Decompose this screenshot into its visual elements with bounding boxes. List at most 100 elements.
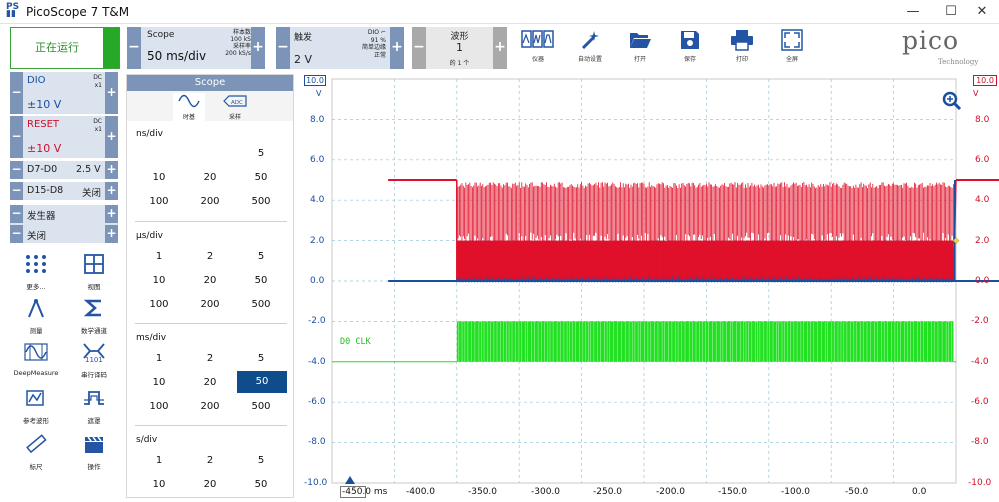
autosetup-button[interactable]: 自动设置 — [570, 29, 610, 63]
timebase-ms-10[interactable]: 10 — [152, 377, 166, 388]
timebase-s-10[interactable]: 10 — [152, 479, 166, 490]
timebase-us-2[interactable]: 2 — [206, 251, 214, 262]
right-axis-scale-box[interactable]: 10.0 — [973, 75, 997, 86]
timebase-ns-100[interactable]: 100 — [149, 196, 169, 207]
deepmeasure-button[interactable]: DeepMeasure — [8, 342, 64, 377]
ms-div-heading: ms/div — [136, 333, 167, 343]
timebase-us-20[interactable]: 20 — [203, 275, 217, 286]
dio-range-increase-button[interactable]: + — [105, 72, 118, 114]
generator-state-increase-button[interactable]: + — [105, 225, 118, 243]
timebase-us-50[interactable]: 50 — [254, 275, 268, 286]
ruler-button[interactable]: 标尺 — [8, 434, 64, 471]
timebase-s-1[interactable]: 1 — [155, 455, 163, 466]
reset-trace-burst — [456, 182, 954, 281]
rising-edge-icon: ⌐ — [380, 29, 386, 36]
math-channels-button[interactable]: 数学通道 — [66, 298, 122, 335]
timebase-ms-20[interactable]: 20 — [203, 377, 217, 388]
mask-icon — [84, 391, 104, 405]
timebase-us-200[interactable]: 200 — [200, 299, 220, 310]
save-button[interactable]: 保存 — [670, 29, 710, 63]
timebase-value[interactable]: 50 ms/div — [147, 49, 207, 63]
run-stop-button[interactable]: 正在运行 — [10, 27, 120, 69]
timebase-ns-200[interactable]: 200 — [200, 196, 220, 207]
reset-range-decrease-button[interactable]: − — [10, 116, 23, 158]
minimize-button[interactable]: — — [906, 4, 920, 19]
waveform-prev-button[interactable]: − — [412, 27, 426, 69]
scope-view[interactable]: 10.0 V 10.0 V 8.0 6.0 4.0 2.0 0.0 -2.0 -… — [296, 74, 999, 498]
maximize-button[interactable]: ☐ — [945, 4, 957, 19]
timebase-s-20[interactable]: 20 — [203, 479, 217, 490]
zoom-icon[interactable] — [942, 91, 962, 115]
left-axis-scale-box[interactable]: 10.0 — [304, 75, 326, 86]
trigger-marker-icon[interactable] — [345, 476, 355, 484]
timebase-ms-5[interactable]: 5 — [257, 353, 265, 364]
timebase-ns-500[interactable]: 500 — [251, 196, 271, 207]
close-button[interactable]: ✕ — [976, 4, 988, 19]
timebase-ms-50-selected[interactable]: 50 — [237, 371, 287, 393]
mask-button[interactable]: 遮罩 — [66, 388, 122, 425]
fullscreen-button[interactable]: 全屏 — [772, 29, 812, 63]
timebase-ms-100[interactable]: 100 — [149, 401, 169, 412]
serial-decode-button[interactable]: 1101 串行译码 — [66, 342, 122, 379]
timebase-us-10[interactable]: 10 — [152, 275, 166, 286]
trigger-point-marker — [952, 237, 960, 244]
tab-sampling[interactable]: ADC 采样 — [219, 93, 251, 121]
timebase-ms-500[interactable]: 500 — [251, 401, 271, 412]
views-button[interactable]: 视图 — [66, 254, 122, 291]
generator-name: 发生器 — [27, 211, 56, 222]
instrument-button[interactable]: 仪器 — [518, 29, 558, 63]
timebase-ns-50[interactable]: 50 — [254, 172, 268, 183]
d15d8-decrease-button[interactable]: − — [10, 182, 23, 200]
d7d0-value[interactable]: 2.5 V — [76, 164, 101, 175]
reset-range[interactable]: ±10 V — [27, 142, 62, 155]
trigger-decrease-button[interactable]: − — [276, 27, 290, 69]
reset-range-increase-button[interactable]: + — [105, 116, 118, 158]
trigger-level[interactable]: 2 V — [294, 53, 313, 66]
timebase-us-100[interactable]: 100 — [149, 299, 169, 310]
timebase-s-2[interactable]: 2 — [206, 455, 214, 466]
timebase-ms-200[interactable]: 200 — [200, 401, 220, 412]
reference-waveform-button[interactable]: 参考波形 — [8, 388, 64, 425]
print-button[interactable]: 打印 — [722, 29, 762, 63]
actions-label: 操作 — [87, 463, 101, 471]
instrument-label: 仪器 — [531, 56, 544, 63]
timebase-label: Scope — [147, 30, 175, 40]
timebase-us-5[interactable]: 5 — [257, 251, 265, 262]
generator-increase-button[interactable]: + — [105, 205, 118, 223]
generator-decrease-button[interactable]: − — [10, 205, 23, 223]
timebase-ms-1[interactable]: 1 — [155, 353, 163, 364]
x-tick-m100: -100.0 — [781, 487, 811, 497]
timebase-ns-5[interactable]: 5 — [257, 148, 265, 159]
y-tick-left-m6: -6.0 — [308, 397, 326, 407]
timebase-us-1[interactable]: 1 — [155, 251, 163, 262]
dio-range[interactable]: ±10 V — [27, 98, 62, 111]
d7d0-decrease-button[interactable]: − — [10, 161, 23, 179]
timebase-s-5[interactable]: 5 — [257, 455, 265, 466]
generator-value[interactable]: 关闭 — [27, 231, 47, 242]
timebase-increase-button[interactable]: + — [251, 27, 265, 69]
tab-timebase[interactable]: 时基 — [173, 93, 205, 121]
waveform-plot[interactable] — [296, 74, 999, 498]
trigger-increase-button[interactable]: + — [390, 27, 404, 69]
dio-range-decrease-button[interactable]: − — [10, 72, 23, 114]
d15d8-increase-button[interactable]: + — [105, 182, 118, 200]
actions-button[interactable]: 操作 — [66, 434, 122, 471]
y-tick-left-m4: -4.0 — [308, 357, 326, 367]
timebase-us-500[interactable]: 500 — [251, 299, 271, 310]
math-label: 数学通道 — [81, 327, 107, 335]
open-button[interactable]: 打开 — [620, 29, 660, 63]
reference-wave-icon — [26, 390, 44, 406]
waveform-number[interactable]: 1 — [456, 41, 463, 54]
d15d8-value[interactable]: 关闭 — [82, 188, 102, 199]
timebase-ms-2[interactable]: 2 — [206, 353, 214, 364]
timebase-s-50[interactable]: 50 — [254, 479, 268, 490]
open-label: 打开 — [633, 56, 646, 63]
more-button[interactable]: 更多... — [8, 254, 64, 291]
waveform-next-button[interactable]: + — [493, 27, 507, 69]
timebase-ns-10[interactable]: 10 — [152, 172, 166, 183]
d7d0-increase-button[interactable]: + — [105, 161, 118, 179]
timebase-ns-20[interactable]: 20 — [203, 172, 217, 183]
timebase-decrease-button[interactable]: − — [127, 27, 141, 69]
generator-state-decrease-button[interactable]: − — [10, 225, 23, 243]
measure-button[interactable]: 测量 — [8, 298, 64, 335]
